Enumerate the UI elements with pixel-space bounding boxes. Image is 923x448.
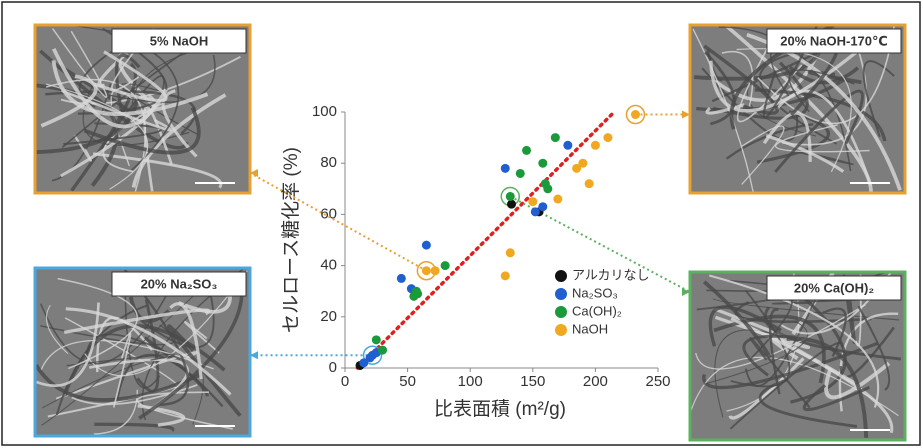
point xyxy=(506,192,515,201)
y-tick-label: 0 xyxy=(329,359,337,376)
legend-marker xyxy=(555,324,567,336)
x-tick-label: 50 xyxy=(399,373,416,390)
y-axis-label: セルロース糖化率 (%) xyxy=(280,147,302,333)
x-axis-label: 比表面積 (m²/g) xyxy=(434,398,566,420)
point xyxy=(528,197,537,206)
x-tick-label: 150 xyxy=(520,373,545,390)
legend-marker xyxy=(555,306,567,318)
point xyxy=(591,141,600,150)
point xyxy=(538,159,547,168)
point xyxy=(563,141,572,150)
point xyxy=(422,241,431,250)
point xyxy=(422,266,431,275)
point xyxy=(413,289,422,298)
point xyxy=(603,133,612,142)
point xyxy=(631,110,640,119)
point xyxy=(551,133,560,142)
legend-marker xyxy=(555,288,567,300)
legend-marker xyxy=(555,270,567,282)
x-tick-label: 0 xyxy=(341,373,349,390)
x-tick-label: 250 xyxy=(645,373,670,390)
legend-label: NaOH xyxy=(572,321,608,336)
point xyxy=(397,274,406,283)
point xyxy=(538,202,547,211)
x-tick-label: 200 xyxy=(583,373,608,390)
point xyxy=(578,159,587,168)
y-tick-label: 40 xyxy=(320,257,337,274)
point xyxy=(501,271,510,280)
y-tick-label: 80 xyxy=(320,154,337,171)
y-tick-label: 20 xyxy=(320,308,337,325)
panel-label: 5% NaOH xyxy=(150,33,209,48)
point xyxy=(585,179,594,188)
x-tick-label: 100 xyxy=(458,373,483,390)
legend-label: アルカリなし xyxy=(572,267,649,282)
point xyxy=(543,184,552,193)
panel-label: 20% Na₂SO₃ xyxy=(141,276,218,291)
panel-label: 20% Ca(OH)₂ xyxy=(794,280,874,295)
point xyxy=(431,266,440,275)
legend-label: Na₂SO₃ xyxy=(572,285,618,300)
point xyxy=(507,200,516,209)
point xyxy=(531,207,540,216)
point xyxy=(441,261,450,270)
y-tick-label: 100 xyxy=(312,103,337,120)
point xyxy=(501,164,510,173)
point xyxy=(378,346,387,355)
point xyxy=(522,146,531,155)
panel-label: 20% NaOH-170℃ xyxy=(780,33,888,48)
point xyxy=(372,335,381,344)
point xyxy=(553,195,562,204)
legend-label: Ca(OH)₂ xyxy=(572,303,622,318)
chart: 比表面積 (m²/g) セルロース糖化率 (%) 050100150200250… xyxy=(0,0,923,448)
point xyxy=(516,169,525,178)
point xyxy=(506,248,515,257)
